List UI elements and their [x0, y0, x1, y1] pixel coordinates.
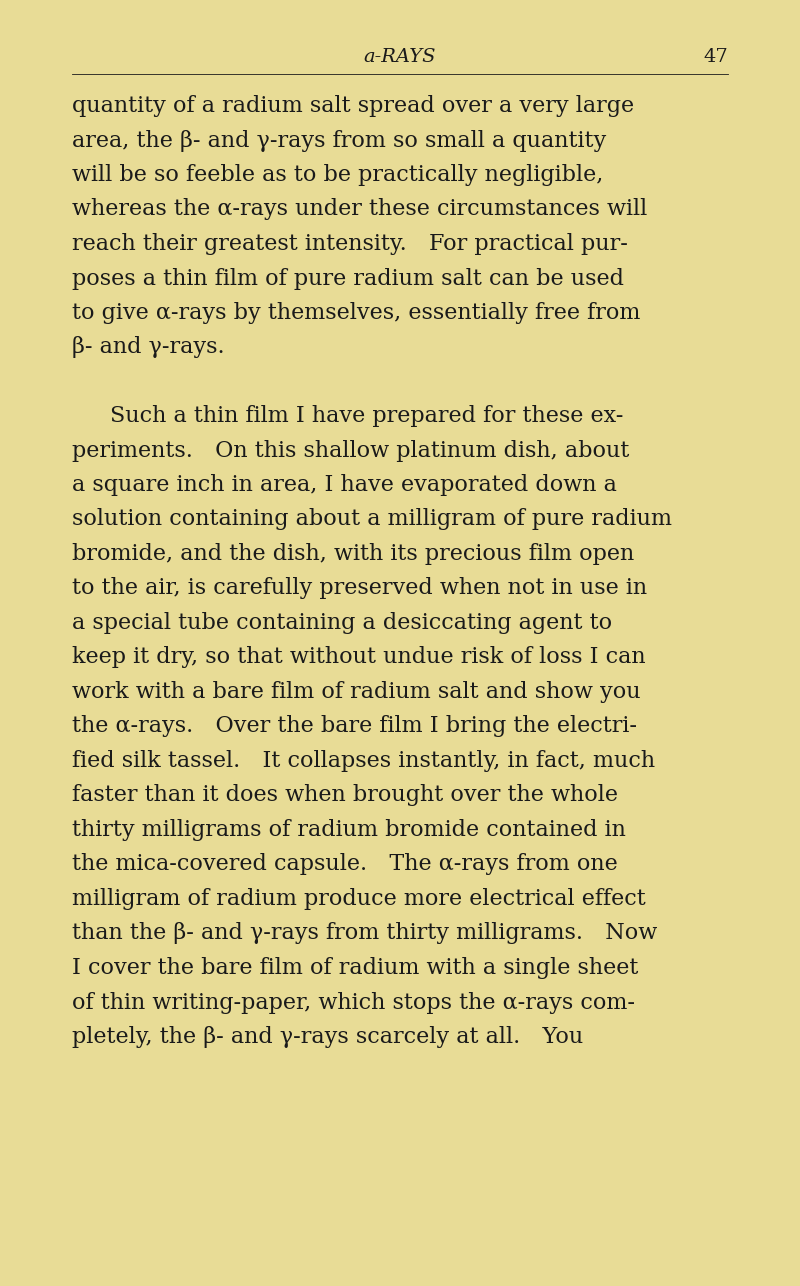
- Text: faster than it does when brought over the whole: faster than it does when brought over th…: [72, 784, 618, 806]
- Text: the mica-covered capsule. The α-rays from one: the mica-covered capsule. The α-rays fro…: [72, 854, 618, 876]
- Text: milligram of radium produce more electrical effect: milligram of radium produce more electri…: [72, 889, 646, 910]
- Text: bromide, and the dish, with its precious film open: bromide, and the dish, with its precious…: [72, 543, 634, 565]
- Text: I cover the bare film of radium with a single sheet: I cover the bare film of radium with a s…: [72, 957, 638, 979]
- Text: Such a thin film I have prepared for these ex-: Such a thin film I have prepared for the…: [110, 405, 623, 427]
- Text: poses a thin film of pure radium salt can be used: poses a thin film of pure radium salt ca…: [72, 267, 624, 289]
- Text: a square inch in area, I have evaporated down a: a square inch in area, I have evaporated…: [72, 475, 617, 496]
- Text: a special tube containing a desiccating agent to: a special tube containing a desiccating …: [72, 612, 612, 634]
- Text: to give α-rays by themselves, essentially free from: to give α-rays by themselves, essentiall…: [72, 302, 640, 324]
- Text: area, the β- and γ-rays from so small a quantity: area, the β- and γ-rays from so small a …: [72, 130, 606, 152]
- Text: a-RAYS: a-RAYS: [364, 48, 436, 66]
- Text: quantity of a radium salt spread over a very large: quantity of a radium salt spread over a …: [72, 95, 634, 117]
- Text: of thin writing-paper, which stops the α-rays com-: of thin writing-paper, which stops the α…: [72, 992, 635, 1013]
- Text: to the air, is carefully preserved when not in use in: to the air, is carefully preserved when …: [72, 577, 647, 599]
- Text: keep it dry, so that without undue risk of loss I can: keep it dry, so that without undue risk …: [72, 647, 646, 669]
- Text: 47: 47: [703, 48, 728, 66]
- Text: will be so feeble as to be practically negligible,: will be so feeble as to be practically n…: [72, 165, 603, 186]
- Text: pletely, the β- and γ-rays scarcely at all. You: pletely, the β- and γ-rays scarcely at a…: [72, 1026, 583, 1048]
- Text: periments. On this shallow platinum dish, about: periments. On this shallow platinum dish…: [72, 440, 630, 462]
- Text: thirty milligrams of radium bromide contained in: thirty milligrams of radium bromide cont…: [72, 819, 626, 841]
- Text: reach their greatest intensity. For practical pur-: reach their greatest intensity. For prac…: [72, 233, 628, 255]
- Text: whereas the α-rays under these circumstances will: whereas the α-rays under these circumsta…: [72, 198, 647, 220]
- Text: β- and γ-rays.: β- and γ-rays.: [72, 337, 225, 359]
- Text: than the β- and γ-rays from thirty milligrams. Now: than the β- and γ-rays from thirty milli…: [72, 922, 658, 944]
- Text: solution containing about a milligram of pure radium: solution containing about a milligram of…: [72, 508, 672, 531]
- Text: work with a bare film of radium salt and show you: work with a bare film of radium salt and…: [72, 682, 641, 703]
- Text: the α-rays. Over the bare film I bring the electri-: the α-rays. Over the bare film I bring t…: [72, 715, 637, 737]
- Text: fied silk tassel. It collapses instantly, in fact, much: fied silk tassel. It collapses instantly…: [72, 750, 655, 772]
